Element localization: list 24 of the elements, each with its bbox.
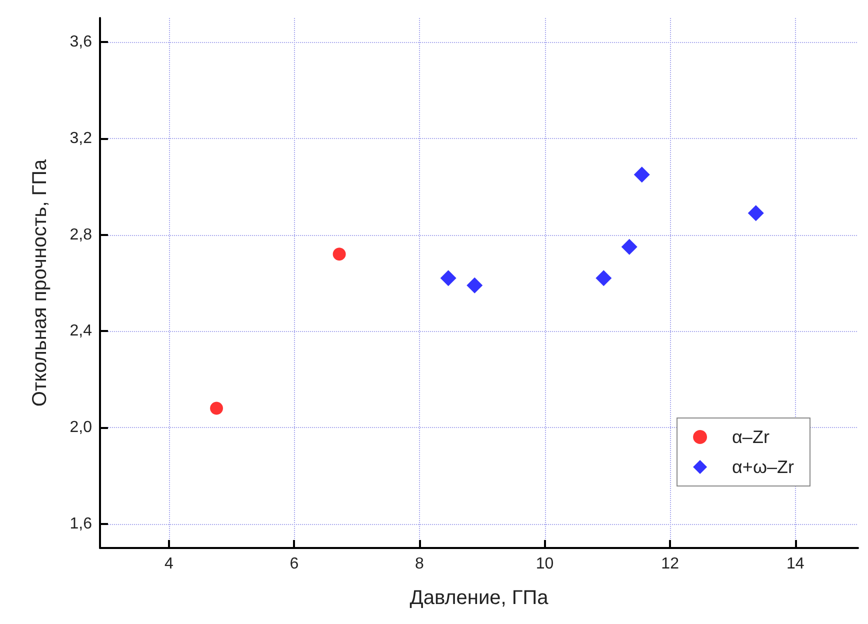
x-tick-label: 6 [290,556,299,572]
point [596,270,612,286]
point [210,402,224,415]
y-tick-label: 2,4 [70,322,92,340]
x-axis-title: Давление, ГПа [410,587,550,609]
x-tick-label: 14 [786,556,804,572]
y-axis-title: Откольная прочность, ГПа [29,158,51,407]
x-tick-label: 4 [164,556,174,572]
point [466,277,483,294]
x-tick-label: 8 [415,556,424,572]
y-tick-label: 2,0 [70,419,92,436]
point [332,248,346,261]
point [621,238,638,255]
x-tick-label: 10 [536,556,554,572]
x-tick-label: 12 [661,556,680,572]
point [634,166,650,183]
y-tick-label: 2,8 [70,226,92,244]
point [748,205,764,222]
legend-label: α+ω–Zr [732,457,794,477]
legend-label: α–Zr [732,427,770,447]
y-tick-label: 3,6 [70,34,92,51]
y-tick-label: 1,6 [70,515,92,532]
point [440,270,456,286]
y-tick-label: 3,2 [70,130,92,147]
